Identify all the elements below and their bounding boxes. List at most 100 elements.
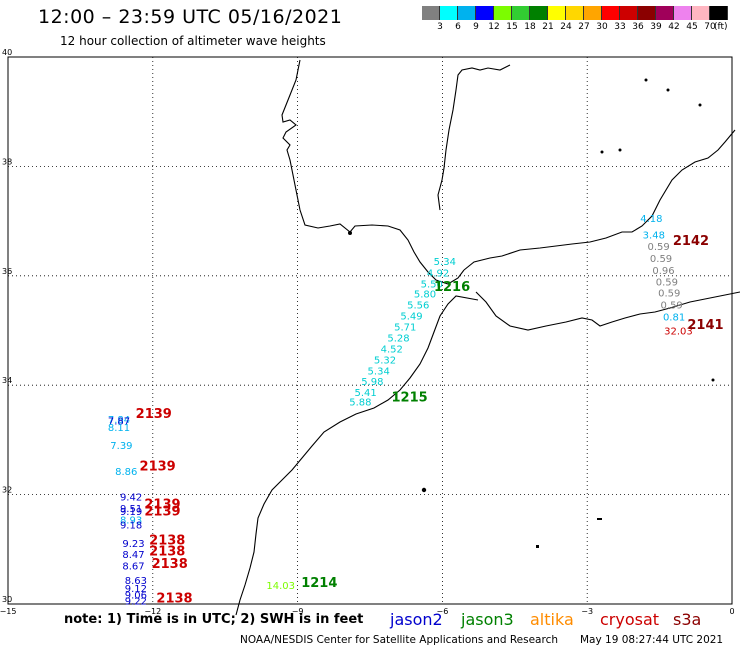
colorbar-swatch: [512, 6, 530, 20]
wave-height-label: 9.22: [125, 597, 147, 608]
credit-line: NOAA/NESDIS Center for Satellite Applica…: [240, 634, 558, 646]
y-tick-label: 34: [2, 376, 12, 385]
wave-height-label: 8.11: [108, 423, 130, 434]
wave-height-label: 5.28: [387, 333, 409, 344]
colorbar-swatch: [566, 6, 584, 20]
pass-time-label: 2138: [152, 557, 188, 572]
legend-cryosat: cryosat: [600, 610, 660, 629]
colorbar-swatch: [422, 6, 440, 20]
wave-height-label: 32.03: [664, 326, 693, 337]
colorbar-swatch: [584, 6, 602, 20]
wave-height-label: 7.39: [110, 441, 132, 452]
wave-height-label: 5.34: [368, 366, 390, 377]
colorbar-label: 24: [560, 22, 572, 32]
x-tick-label: −6: [437, 607, 449, 616]
page-subtitle: 12 hour collection of altimeter wave hei…: [60, 34, 326, 48]
pass-time-label: 1216: [434, 280, 470, 295]
africa-west-coast: [235, 295, 479, 616]
island: [711, 378, 715, 382]
colorbar-swatch: [620, 6, 638, 20]
pass-time-label: 1214: [301, 576, 337, 591]
colorbar-label: 3: [437, 22, 443, 32]
colorbar-label: 6: [455, 22, 461, 32]
island: [600, 150, 604, 154]
pass-time-label: 2139: [136, 407, 172, 422]
page-title: 12:00 – 23:59 UTC 05/16/2021: [38, 6, 343, 28]
colorbar-unit: (ft): [714, 22, 728, 32]
island: [536, 545, 539, 548]
wave-height-label: 5.98: [361, 377, 383, 388]
wave-height-label: 9.42: [120, 493, 142, 504]
colorbar-label: 36: [632, 22, 644, 32]
wave-height-label: 9.23: [122, 539, 144, 550]
wave-height-label: 3.48: [643, 231, 665, 242]
wave-height-label: 7.84: [108, 415, 130, 426]
pass-time-label: 2139: [144, 497, 180, 512]
colorbar-label: 42: [668, 22, 680, 32]
wave-height-label: 0.59: [661, 301, 683, 312]
colorbar-swatch: [638, 6, 656, 20]
pass-time-label: 2141: [687, 318, 723, 333]
colorbar-swatch: [458, 6, 476, 20]
island: [618, 148, 622, 152]
credit-date: May 19 08:27:44 UTC 2021: [580, 634, 724, 646]
wave-height-label: 4.18: [640, 214, 662, 225]
iberia-south-coast: [463, 129, 736, 271]
colorbar-swatch: [476, 6, 494, 20]
map-grid: [8, 57, 732, 604]
wave-height-label: 0.81: [663, 313, 685, 324]
island: [421, 487, 427, 493]
wave-height-label: 4.52: [381, 344, 403, 355]
observations: 4.183.480.590.590.960.590.590.590.8132.0…: [108, 214, 693, 607]
y-tick-label: 32: [2, 486, 12, 495]
colorbar-swatch: [656, 6, 674, 20]
wave-height-label: 0.59: [658, 289, 680, 300]
wave-height-label: 14.03: [266, 581, 295, 592]
colorbar-labels: 3 6 9 12 15 18 21 24 27 30 33 36 39 42 45 70: [422, 22, 740, 36]
wave-height-label: 5.88: [349, 397, 371, 408]
coastlines: [235, 59, 740, 616]
colorbar-label: 9: [473, 22, 479, 32]
wave-height-label: 5.80: [414, 290, 436, 301]
colorbar-label: 30: [596, 22, 608, 32]
colorbar-label: 12: [488, 22, 500, 32]
wave-height-label: 0.59: [648, 242, 670, 253]
island: [666, 88, 670, 92]
wave-height-label: 5.49: [400, 312, 422, 323]
legend-s3a: s3a: [673, 610, 702, 629]
wave-height-label: 9.06: [125, 591, 147, 602]
iberia-east-coast: [437, 64, 511, 211]
colorbar-swatch: [530, 6, 548, 20]
y-tick-label: 30: [2, 595, 12, 604]
x-tick-label: −12: [144, 607, 161, 616]
x-tick-label: 0: [729, 607, 734, 616]
island: [597, 518, 602, 520]
colorbar-swatch: [494, 6, 512, 20]
y-tick-label: 36: [2, 267, 12, 276]
wave-height-label: 5.71: [394, 323, 416, 334]
wave-height-label: 9.12: [125, 584, 147, 595]
y-tick-label: 40: [2, 48, 12, 57]
wave-height-label: 5.34: [434, 257, 456, 268]
wave-height-label: 9.19: [120, 507, 142, 518]
footer-note: note: 1) Time is in UTC; 2) SWH is in fe…: [64, 612, 364, 627]
pass-time-label: 2138: [149, 533, 185, 548]
wave-height-label: 9.18: [120, 521, 142, 532]
wave-height-label: 5.50: [421, 279, 443, 290]
colorbar-label: 45: [686, 22, 698, 32]
x-tick-label: −15: [0, 607, 16, 616]
iberia-west-coast: [281, 59, 465, 285]
pass-time-label: 2138: [156, 591, 192, 606]
pass-time-label: 1215: [391, 391, 427, 406]
colorbar-swatch: [440, 6, 458, 20]
wave-height-label: 0.59: [650, 254, 672, 265]
colorbar-label: 33: [614, 22, 626, 32]
colorbar-swatch: [674, 6, 692, 20]
wave-height-label: 5.32: [374, 355, 396, 366]
map-frame: [7, 56, 733, 605]
colorbar: [422, 6, 728, 20]
wave-height-label: 4.92: [427, 268, 449, 279]
island: [698, 103, 702, 107]
y-tick-label: 38: [2, 157, 12, 166]
